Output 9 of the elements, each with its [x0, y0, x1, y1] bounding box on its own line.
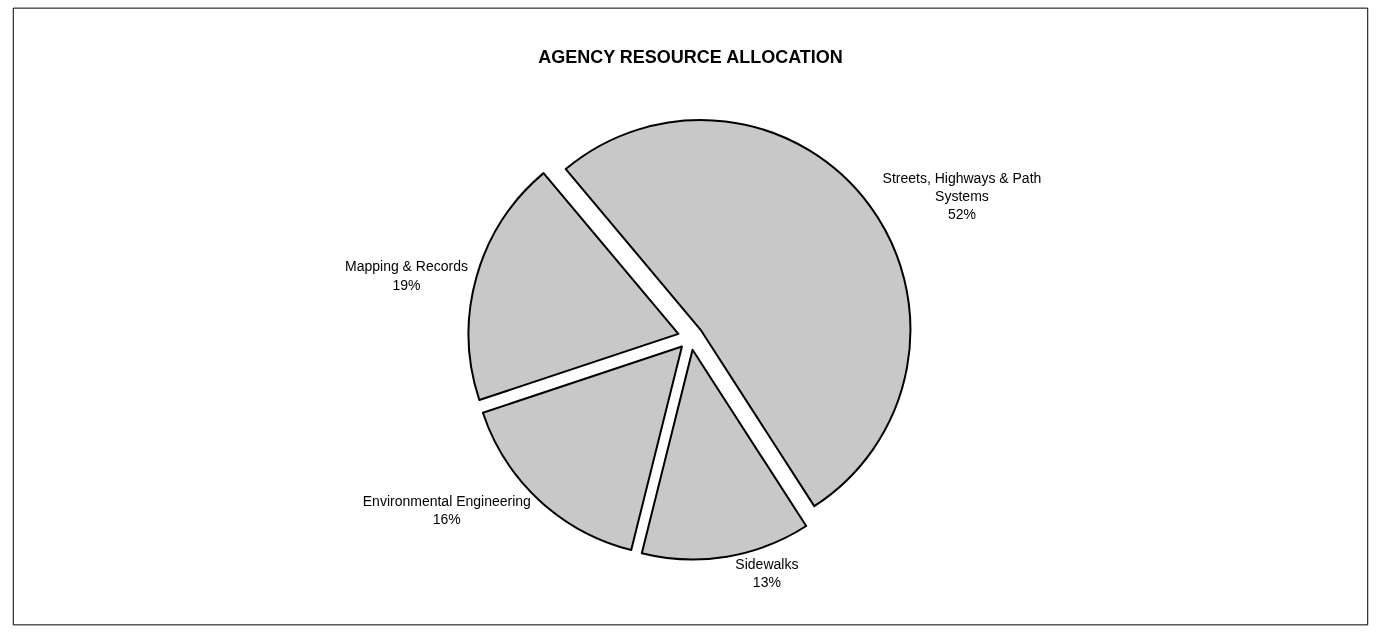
data-label: 52%: [947, 206, 976, 223]
slice-label: Mapping & Records: [345, 258, 468, 275]
data-label: 16%: [432, 510, 461, 527]
data-label: 19%: [392, 276, 421, 293]
slice-label: Environmental Engineering: [362, 492, 531, 509]
slice-label: Sidewalks: [735, 556, 799, 573]
chart-title: AGENCY RESOURCE ALLOCATION: [538, 47, 843, 68]
data-label: 13%: [752, 574, 781, 591]
slice-label: Streets, Highways & Path Systems: [882, 169, 1042, 205]
